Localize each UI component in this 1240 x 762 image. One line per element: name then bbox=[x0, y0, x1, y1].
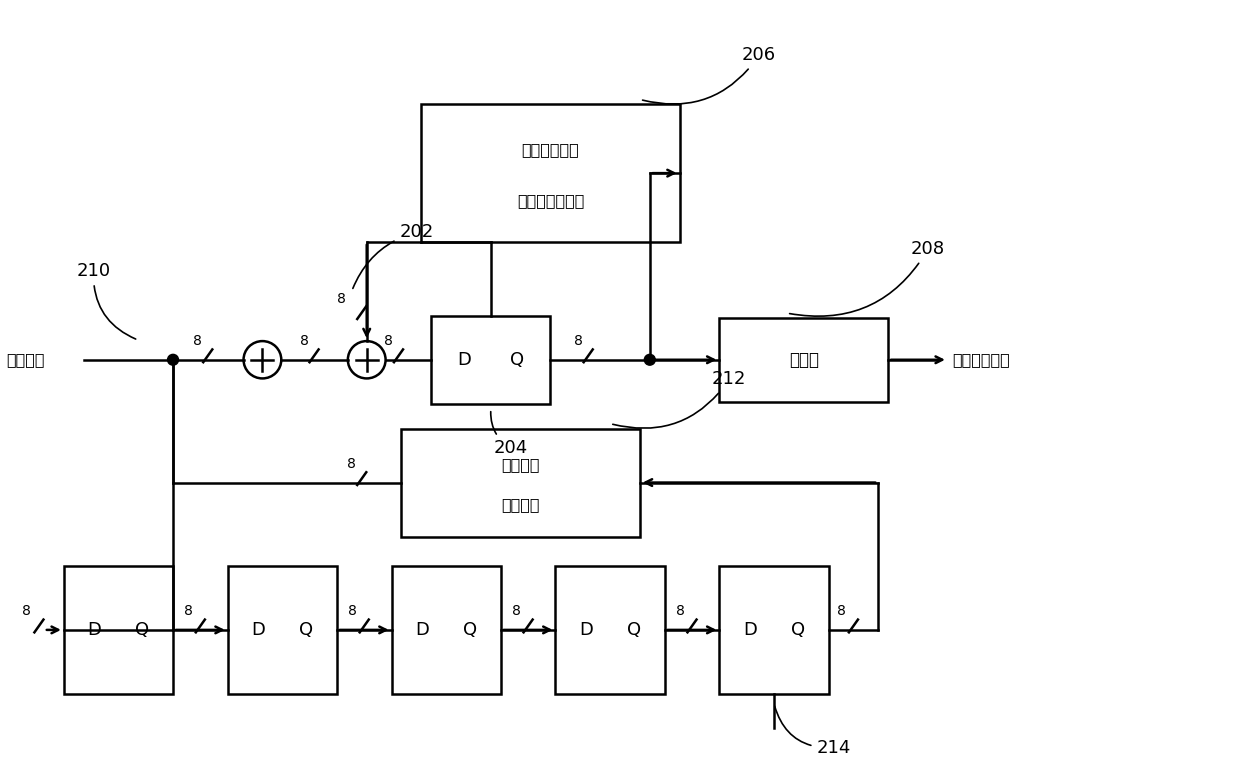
Text: 208: 208 bbox=[790, 240, 945, 316]
Text: 8: 8 bbox=[384, 334, 393, 348]
Text: 信元同步脉冲: 信元同步脉冲 bbox=[952, 352, 1011, 367]
Text: 8: 8 bbox=[574, 334, 583, 348]
Text: 信元输入: 信元输入 bbox=[6, 352, 45, 367]
Text: 8: 8 bbox=[21, 604, 31, 618]
Text: Q: Q bbox=[464, 621, 477, 639]
Text: 8: 8 bbox=[337, 292, 346, 306]
Text: 210: 210 bbox=[77, 262, 135, 339]
Text: 余数算术: 余数算术 bbox=[501, 456, 539, 472]
Text: Q: Q bbox=[135, 621, 150, 639]
Text: 204: 204 bbox=[491, 411, 528, 457]
Text: Q: Q bbox=[627, 621, 641, 639]
Text: 8: 8 bbox=[676, 604, 684, 618]
Text: 206: 206 bbox=[642, 46, 776, 104]
Bar bbox=[432, 315, 551, 404]
Text: 202: 202 bbox=[353, 223, 434, 289]
Text: 8: 8 bbox=[512, 604, 521, 618]
Text: 8: 8 bbox=[184, 604, 193, 618]
Text: 8: 8 bbox=[348, 604, 357, 618]
Text: 214: 214 bbox=[775, 706, 851, 757]
Text: 8: 8 bbox=[300, 334, 309, 348]
Text: D: D bbox=[415, 621, 429, 639]
Text: D: D bbox=[252, 621, 265, 639]
Bar bbox=[422, 104, 680, 242]
Circle shape bbox=[645, 354, 655, 365]
Text: 8: 8 bbox=[193, 334, 202, 348]
Text: 8: 8 bbox=[837, 604, 846, 618]
Text: 验算术操作电路: 验算术操作电路 bbox=[517, 193, 584, 208]
Text: D: D bbox=[743, 621, 756, 639]
Bar bbox=[719, 566, 828, 693]
Bar bbox=[63, 566, 174, 693]
Text: 操作电路: 操作电路 bbox=[501, 497, 539, 511]
Text: D: D bbox=[87, 621, 102, 639]
Text: 循环冗余码校: 循环冗余码校 bbox=[522, 142, 579, 157]
Text: D: D bbox=[458, 351, 471, 369]
Text: 译码器: 译码器 bbox=[789, 351, 818, 369]
Bar bbox=[392, 566, 501, 693]
Text: 212: 212 bbox=[613, 370, 746, 428]
Bar bbox=[402, 428, 640, 536]
Text: D: D bbox=[579, 621, 593, 639]
Text: Q: Q bbox=[791, 621, 805, 639]
Text: Q: Q bbox=[299, 621, 314, 639]
Circle shape bbox=[167, 354, 179, 365]
Text: 8: 8 bbox=[347, 456, 356, 471]
Bar bbox=[228, 566, 337, 693]
Bar bbox=[556, 566, 665, 693]
Text: Q: Q bbox=[510, 351, 525, 369]
Bar bbox=[719, 318, 888, 402]
